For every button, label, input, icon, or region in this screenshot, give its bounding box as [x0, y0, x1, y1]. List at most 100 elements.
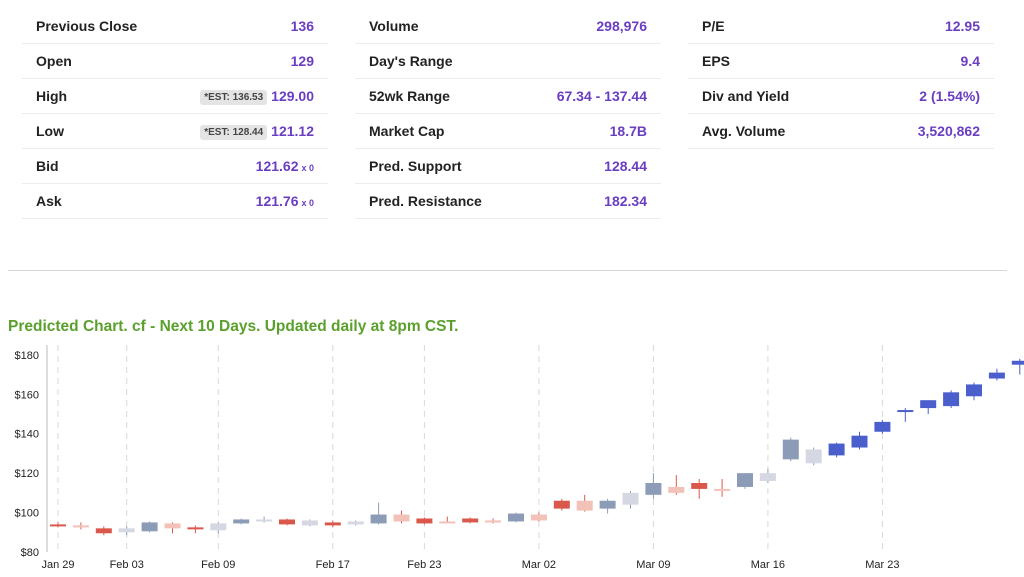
stat-value: 67.34 - 137.44: [557, 88, 647, 104]
stat-number: 3,520,862: [917, 123, 980, 139]
stat-number: 121.76: [255, 193, 299, 209]
candle-body: [691, 483, 708, 489]
stat-label: Avg. Volume: [702, 123, 786, 139]
stat-label: High: [36, 88, 68, 104]
candle-body: [393, 514, 410, 522]
candle-body: [50, 524, 66, 527]
stat-value: 129: [291, 53, 314, 69]
candle-body: [233, 519, 250, 524]
stat-value: *EST: 128.44 121.12: [200, 123, 314, 141]
candle-body: [645, 483, 662, 495]
stat-number: 18.7B: [609, 123, 647, 139]
stat-label: Day's Range: [369, 53, 453, 69]
stat-value: *EST: 136.53 129.00: [200, 88, 314, 106]
stat-value: 2 (1.54%): [919, 88, 980, 104]
candle-body: [737, 473, 753, 487]
candle-body: [897, 410, 914, 413]
candle-body: [72, 525, 89, 528]
candle-body: [301, 520, 318, 526]
candle-body: [920, 400, 937, 409]
y-tick-label: $100: [15, 508, 39, 520]
stat-number: 136: [290, 18, 314, 34]
stat-value: 3,520,862: [918, 123, 980, 139]
candle-body: [118, 528, 135, 533]
candle-body: [759, 473, 776, 482]
candle-body: [347, 521, 364, 525]
x-tick-label: Jan 29: [41, 559, 74, 571]
candle-body: [851, 435, 868, 448]
candle-body: [1011, 360, 1024, 365]
stat-row: EPS 9.4: [688, 44, 994, 79]
candle-body: [164, 523, 181, 529]
candle-body: [324, 522, 341, 526]
candle-body: [714, 488, 731, 491]
stats-column-3: P/E 12.95 EPS 9.4 Div and Yield 2 (1.54%) Avg.…: [688, 9, 994, 149]
stat-value: 18.7B: [610, 123, 647, 139]
stat-number: 298,976: [596, 18, 647, 34]
stat-label: P/E: [702, 18, 725, 34]
candle-body: [988, 372, 1005, 379]
stat-value: 9.4: [961, 53, 980, 69]
stat-row: High *EST: 136.53 129.00: [22, 79, 328, 114]
stat-row: Day's Range: [355, 44, 661, 79]
stat-label: Low: [36, 123, 64, 139]
x-tick-label: Feb 23: [407, 559, 441, 571]
stat-row: Open 129: [22, 44, 328, 79]
y-tick-label: $140: [15, 429, 39, 441]
stat-number: 12.95: [944, 18, 980, 34]
estimate-badge: *EST: 128.44: [200, 125, 268, 140]
chart-title: Predicted Chart. cf - Next 10 Days. Upda…: [8, 318, 459, 335]
stat-row: 52wk Range 67.34 - 137.44: [355, 79, 661, 114]
stat-value: 136: [291, 18, 314, 34]
stat-label: Previous Close: [36, 18, 138, 34]
stat-value: 12.95: [945, 18, 980, 34]
candle-body: [256, 519, 273, 522]
stat-label: Volume: [369, 18, 419, 34]
stat-size: x 0: [301, 198, 314, 208]
x-tick-label: Feb 17: [316, 559, 350, 571]
candle-body: [668, 486, 685, 493]
candle-body: [279, 519, 295, 525]
stat-label: Ask: [36, 193, 62, 209]
candle-body: [439, 521, 456, 524]
stat-number: 2 (1.54%): [919, 88, 980, 104]
section-divider: [8, 270, 1007, 271]
stat-row: Div and Yield 2 (1.54%): [688, 79, 994, 114]
candle-body: [210, 523, 227, 531]
stat-number: 129.00: [271, 88, 314, 104]
candle-body: [416, 518, 433, 524]
candle-body: [141, 522, 158, 532]
x-tick-label: Mar 23: [865, 559, 899, 571]
candle-body: [966, 384, 982, 397]
stat-number: 121.62: [255, 158, 299, 174]
candle-body: [553, 500, 570, 509]
stat-value: 121.62 x 0: [256, 158, 314, 174]
candle-body: [95, 528, 112, 534]
stat-value: 298,976: [596, 18, 647, 34]
stat-row: Volume 298,976: [355, 9, 661, 44]
candle-body: [599, 500, 616, 509]
stat-row: Market Cap 18.7B: [355, 114, 661, 149]
stat-label: Open: [36, 53, 72, 69]
stat-number: 67.34 - 137.44: [556, 88, 647, 104]
stat-size: x 0: [301, 163, 314, 173]
stat-row: Bid 121.62 x 0: [22, 149, 328, 184]
candle-body: [530, 514, 547, 521]
stat-number: 182.34: [604, 193, 647, 209]
x-tick-label: Mar 16: [751, 559, 785, 571]
stat-value: 128.44: [604, 158, 647, 174]
stat-row: P/E 12.95: [688, 9, 994, 44]
stats-column-2: Volume 298,976 Day's Range 52wk Range 67.34 …: [355, 9, 661, 219]
candle-body: [622, 492, 639, 505]
x-tick-label: Feb 03: [110, 559, 144, 571]
y-tick-label: $80: [21, 547, 39, 559]
stat-label: Div and Yield: [702, 88, 790, 104]
stat-row: Ask 121.76 x 0: [22, 184, 328, 219]
x-tick-label: Mar 09: [636, 559, 670, 571]
candle-body: [462, 518, 479, 523]
y-tick-label: $120: [15, 468, 39, 480]
candle-body: [485, 520, 502, 523]
candlestick-chart[interactable]: $80 $100 $120 $140 $160 $180 Jan 29 Feb 03 Feb 0…: [0, 340, 1024, 577]
x-tick-label: Feb 09: [201, 559, 235, 571]
candle-body: [828, 443, 845, 456]
